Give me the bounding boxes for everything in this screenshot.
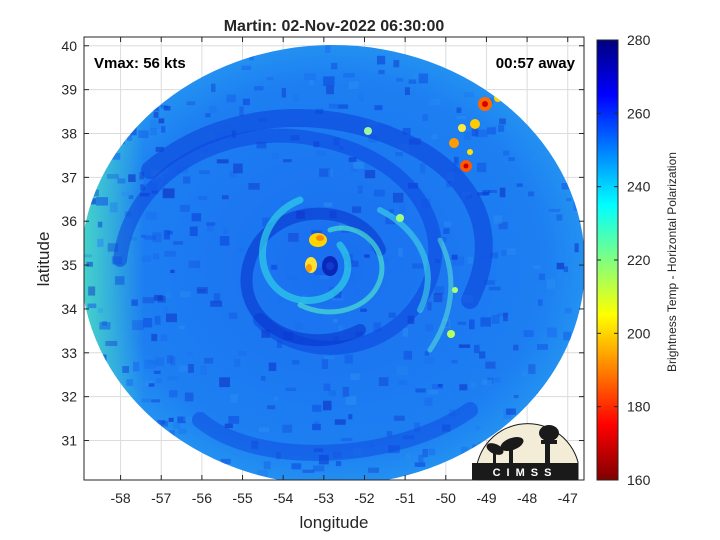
y-tick-label: 38: [61, 125, 77, 141]
y-tick-label: 36: [61, 213, 77, 229]
colorbar-tick-label: 280: [627, 32, 651, 48]
x-tick-label: -48: [517, 490, 537, 506]
y-axis: 31 32 33 34 35 36 37 38 39 40: [61, 38, 584, 449]
y-tick-label: 34: [61, 301, 77, 317]
x-tick-label: -58: [110, 490, 130, 506]
cimss-logo: CIMSS: [472, 423, 579, 481]
colorbar-tick-label: 200: [627, 325, 651, 341]
y-axis-label: latitude: [34, 232, 53, 287]
colorbar-tick-label: 240: [627, 179, 651, 195]
x-tick-label: -52: [354, 490, 374, 506]
colorbar-tick-label: 220: [627, 252, 651, 268]
x-tick-label: -50: [436, 490, 456, 506]
y-tick-label: 33: [61, 345, 77, 361]
cimss-logo-text: CIMSS: [493, 467, 558, 479]
eyewall-convection: [305, 233, 338, 276]
x-axis-label: longitude: [299, 513, 368, 532]
x-tick-label: -53: [314, 490, 334, 506]
x-tick-label: -54: [273, 490, 293, 506]
vmax-annotation: Vmax: 56 kts: [94, 55, 186, 72]
y-tick-label: 32: [61, 389, 77, 405]
y-tick-label: 39: [61, 82, 77, 98]
y-tick-label: 40: [61, 38, 77, 54]
colorbar: 160 180 200 220 240 260 280 Brightness Temp - …: [596, 32, 679, 488]
x-axis: -58 -57 -56 -55 -54 -53 -52 -51 -50 -49 -48 -47: [110, 37, 578, 506]
colorbar-tick-label: 180: [627, 399, 651, 415]
x-tick-label: -55: [232, 490, 252, 506]
colorbar-tick-label: 260: [627, 105, 651, 121]
x-tick-label: -57: [151, 490, 171, 506]
y-tick-label: 35: [61, 257, 77, 273]
x-tick-label: -49: [476, 490, 496, 506]
axes-box: [83, 36, 585, 481]
colorbar-label: Brightness Temp - Horizontal Polarizatio…: [665, 152, 679, 372]
chart-title: Martin: 02-Nov-2022 06:30:00: [224, 18, 445, 35]
y-tick-label: 37: [61, 169, 77, 185]
x-tick-label: -51: [395, 490, 415, 506]
y-tick-label: 31: [61, 433, 77, 449]
spiral-bands: [113, 109, 493, 461]
x-tick-label: -47: [558, 490, 578, 506]
colorbar-tick-label: 160: [627, 472, 651, 488]
colorbar-ticks: 160 180 200 220 240 260 280: [597, 32, 651, 488]
x-tick-label: -56: [192, 490, 212, 506]
time-away-annotation: 00:57 away: [496, 55, 576, 72]
